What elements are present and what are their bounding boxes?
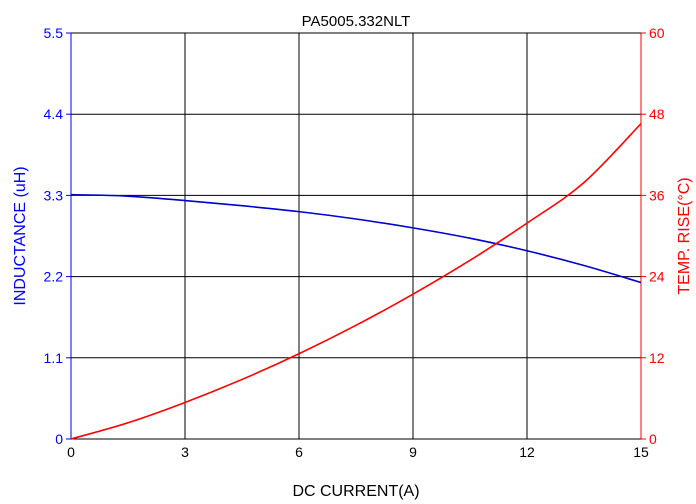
left-y-tick-label: 1.1: [44, 350, 64, 366]
x-tick-label: 0: [67, 444, 75, 460]
right-y-tick-label: 36: [649, 187, 665, 203]
left-y-tick-label: 3.3: [44, 187, 64, 203]
x-tick-label: 12: [519, 444, 535, 460]
x-axis-label: DC CURRENT(A): [292, 483, 419, 500]
grid: [71, 33, 641, 439]
temp-rise-series-line: [70, 123, 642, 440]
left-y-tick-label: 4.4: [44, 106, 64, 122]
right-y-axis-label: TEMP. RISE(°C): [676, 177, 693, 294]
right-y-tick-label: 60: [649, 25, 665, 41]
right-y-tick-label: 0: [649, 431, 657, 447]
x-axis: 0 3 6 9 12 15: [67, 444, 649, 460]
left-y-tick-label: 0: [55, 431, 63, 447]
right-y-axis: 0 12 24 36 48 60: [640, 25, 665, 447]
x-tick-label: 15: [633, 444, 649, 460]
right-y-tick-label: 24: [649, 269, 665, 285]
left-y-tick-label: 2.2: [44, 269, 64, 285]
right-y-tick-label: 48: [649, 106, 665, 122]
chart-title: PA5005.332NLT: [302, 13, 411, 30]
inductance-series-line: [70, 193, 642, 284]
x-tick-label: 3: [181, 444, 189, 460]
x-tick-label: 9: [409, 444, 417, 460]
right-y-tick-label: 12: [649, 350, 665, 366]
left-y-axis-label: INDUCTANCE (uH): [12, 166, 29, 305]
left-y-axis: 0 1.1 2.2 3.3 4.4 5.5: [44, 25, 72, 447]
series-lines: [70, 123, 642, 440]
x-tick-label: 6: [295, 444, 303, 460]
left-y-tick-label: 5.5: [44, 25, 64, 41]
